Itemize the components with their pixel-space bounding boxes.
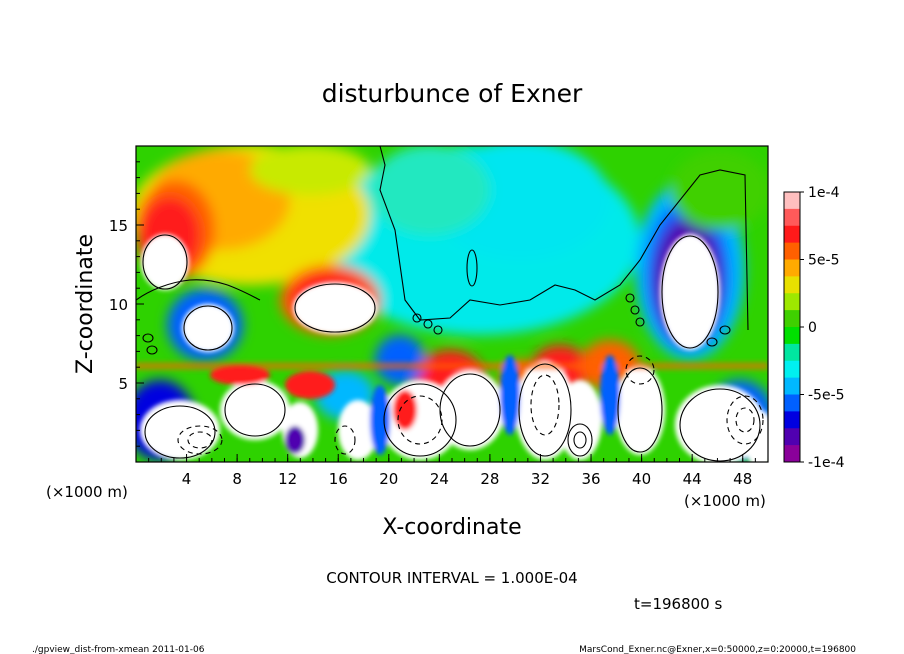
- x-tick-label: 24: [430, 470, 449, 488]
- x-unit-right: (×1000 m): [684, 492, 766, 510]
- x-tick-label: 48: [733, 470, 752, 488]
- x-tick-label: 28: [480, 470, 499, 488]
- y-axis-label: Z-coordinate: [73, 234, 98, 374]
- footer-right: MarsCond_Exner.nc@Exner,x=0:50000,z=0:20…: [579, 645, 856, 654]
- colorbar-swatch: [784, 360, 800, 379]
- colorbar-swatch: [784, 192, 800, 210]
- chart-title: disturbunce of Exner: [322, 79, 583, 108]
- time-label: t=196800 s: [634, 595, 722, 613]
- colorbar-label: -1e-4: [808, 455, 845, 471]
- colorbar-swatch: [784, 242, 800, 260]
- footer-left: ./gpview_dist-from-xmean 2011-01-06: [32, 645, 205, 654]
- x-unit-left: (×1000 m): [46, 483, 128, 501]
- colorbar-label: 1e-4: [808, 185, 840, 201]
- colorbar-swatch: [784, 310, 800, 328]
- x-tick-label: 32: [531, 470, 550, 488]
- y-axis: 5 10 15: [109, 161, 144, 447]
- contour-interval: CONTOUR INTERVAL = 1.000E-04: [326, 569, 577, 587]
- y-tick-label: 10: [109, 296, 128, 314]
- contour-lines: [136, 146, 761, 462]
- colorbar-label: 5e-5: [808, 253, 839, 269]
- x-axis-label: X-coordinate: [382, 515, 521, 540]
- colorbar-swatch: [784, 445, 800, 463]
- colorbar-swatch: [784, 428, 800, 446]
- x-tick-label: 4: [182, 470, 192, 488]
- colorbar-swatch: [784, 394, 800, 412]
- colorbar-label: -5e-5: [808, 388, 845, 404]
- x-tick-label: 44: [683, 470, 702, 488]
- x-tick-label: 16: [329, 470, 348, 488]
- colorbar-swatch: [784, 259, 800, 277]
- y-tick-label: 5: [118, 375, 128, 393]
- colorbar-swatch: [784, 327, 800, 345]
- x-tick-label: 40: [632, 470, 651, 488]
- x-tick-label: 8: [232, 470, 242, 488]
- colorbar: [784, 192, 800, 463]
- x-tick-label: 36: [581, 470, 600, 488]
- colorbar-labels: 1e-4 5e-5 0 -5e-5 -1e-4: [800, 185, 845, 471]
- colorbar-swatch: [784, 225, 800, 244]
- y-tick-label: 15: [109, 217, 128, 235]
- colorbar-swatch: [784, 293, 800, 311]
- colorbar-swatch: [784, 343, 800, 362]
- plot-area: [136, 146, 768, 462]
- colorbar-swatch: [784, 411, 800, 429]
- colorbar-swatch: [784, 377, 800, 395]
- x-tick-label: 12: [278, 470, 297, 488]
- colorbar-label: 0: [808, 320, 817, 336]
- x-tick-label: 20: [379, 470, 398, 488]
- colorbar-swatch: [784, 276, 800, 294]
- x-axis: 4 8 12 16 20 24 28 32 36 40 44 48: [148, 454, 756, 488]
- colorbar-swatch: [784, 208, 800, 227]
